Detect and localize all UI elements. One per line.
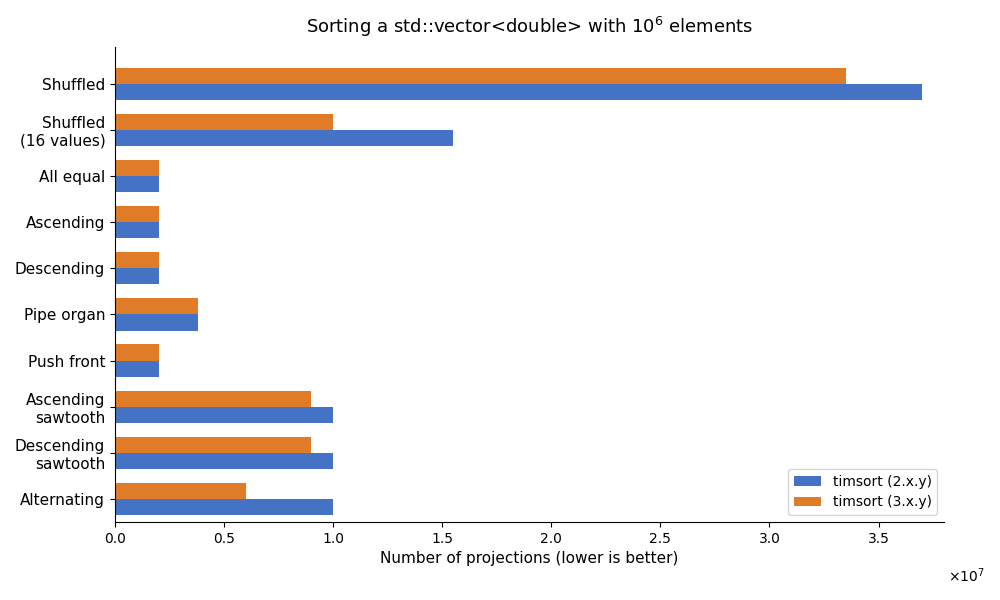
Bar — [115, 84, 922, 100]
Bar — [115, 130, 453, 146]
Legend: timsort (2.x.y), timsort (3.x.y): timsort (2.x.y), timsort (3.x.y) — [788, 469, 937, 515]
Bar — [115, 483, 246, 499]
X-axis label: Number of projections (lower is better): Number of projections (lower is better) — [380, 551, 679, 566]
Bar — [115, 361, 159, 377]
Title: Sorting a std::vector<double> with 10$^6$ elements: Sorting a std::vector<double> with 10$^6… — [306, 15, 753, 39]
Bar — [115, 222, 159, 238]
Bar — [115, 252, 159, 268]
Bar — [115, 298, 198, 314]
Bar — [115, 160, 159, 176]
Bar — [115, 391, 311, 407]
Bar — [115, 437, 311, 453]
Bar — [115, 206, 159, 222]
Bar — [115, 114, 333, 130]
Bar — [115, 344, 159, 361]
Bar — [115, 499, 333, 515]
Bar — [115, 453, 333, 469]
Bar — [115, 68, 846, 84]
Bar — [115, 314, 198, 331]
Bar — [115, 268, 159, 284]
Bar — [115, 176, 159, 192]
Text: $\times10^7$: $\times10^7$ — [948, 566, 985, 585]
Bar — [115, 407, 333, 423]
